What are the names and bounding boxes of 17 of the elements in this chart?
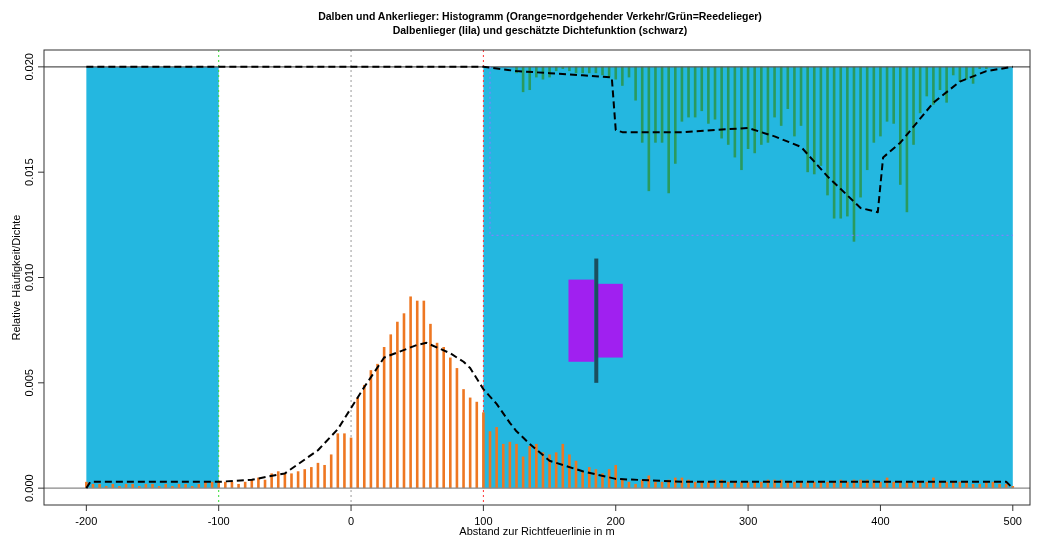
x-tick-label: 500	[1003, 515, 1022, 527]
y-tick-label: 0.000	[23, 474, 35, 502]
x-tick-label: 300	[738, 515, 758, 527]
chart-title: Dalben und Ankerlieger: Histogramm (Orange=nordgehender Verkehr/Grün=Reedelieger)	[318, 10, 762, 22]
y-tick-label: 0.010	[23, 263, 35, 292]
x-tick-label: 400	[871, 515, 890, 527]
x-tick-label: -100	[207, 515, 230, 527]
x-tick-label: 0	[347, 515, 355, 527]
x-tick-label: 200	[606, 515, 625, 527]
x-tick-label: -200	[75, 515, 98, 527]
x-axis-title: Abstand zur Richtfeuerlinie in m	[459, 525, 615, 537]
x-tick-label: 100	[474, 515, 493, 527]
chart-subtitle: Dalbenlieger (lila) und geschätzte Dichtefunktion (schwarz)	[392, 24, 688, 36]
y-tick-label: 0.005	[23, 369, 35, 397]
y-axis-title: Relative Häufigkeit/Dichte	[10, 214, 22, 341]
y-tick-label: 0.015	[23, 158, 35, 186]
y-tick-label: 0.020	[23, 53, 35, 81]
